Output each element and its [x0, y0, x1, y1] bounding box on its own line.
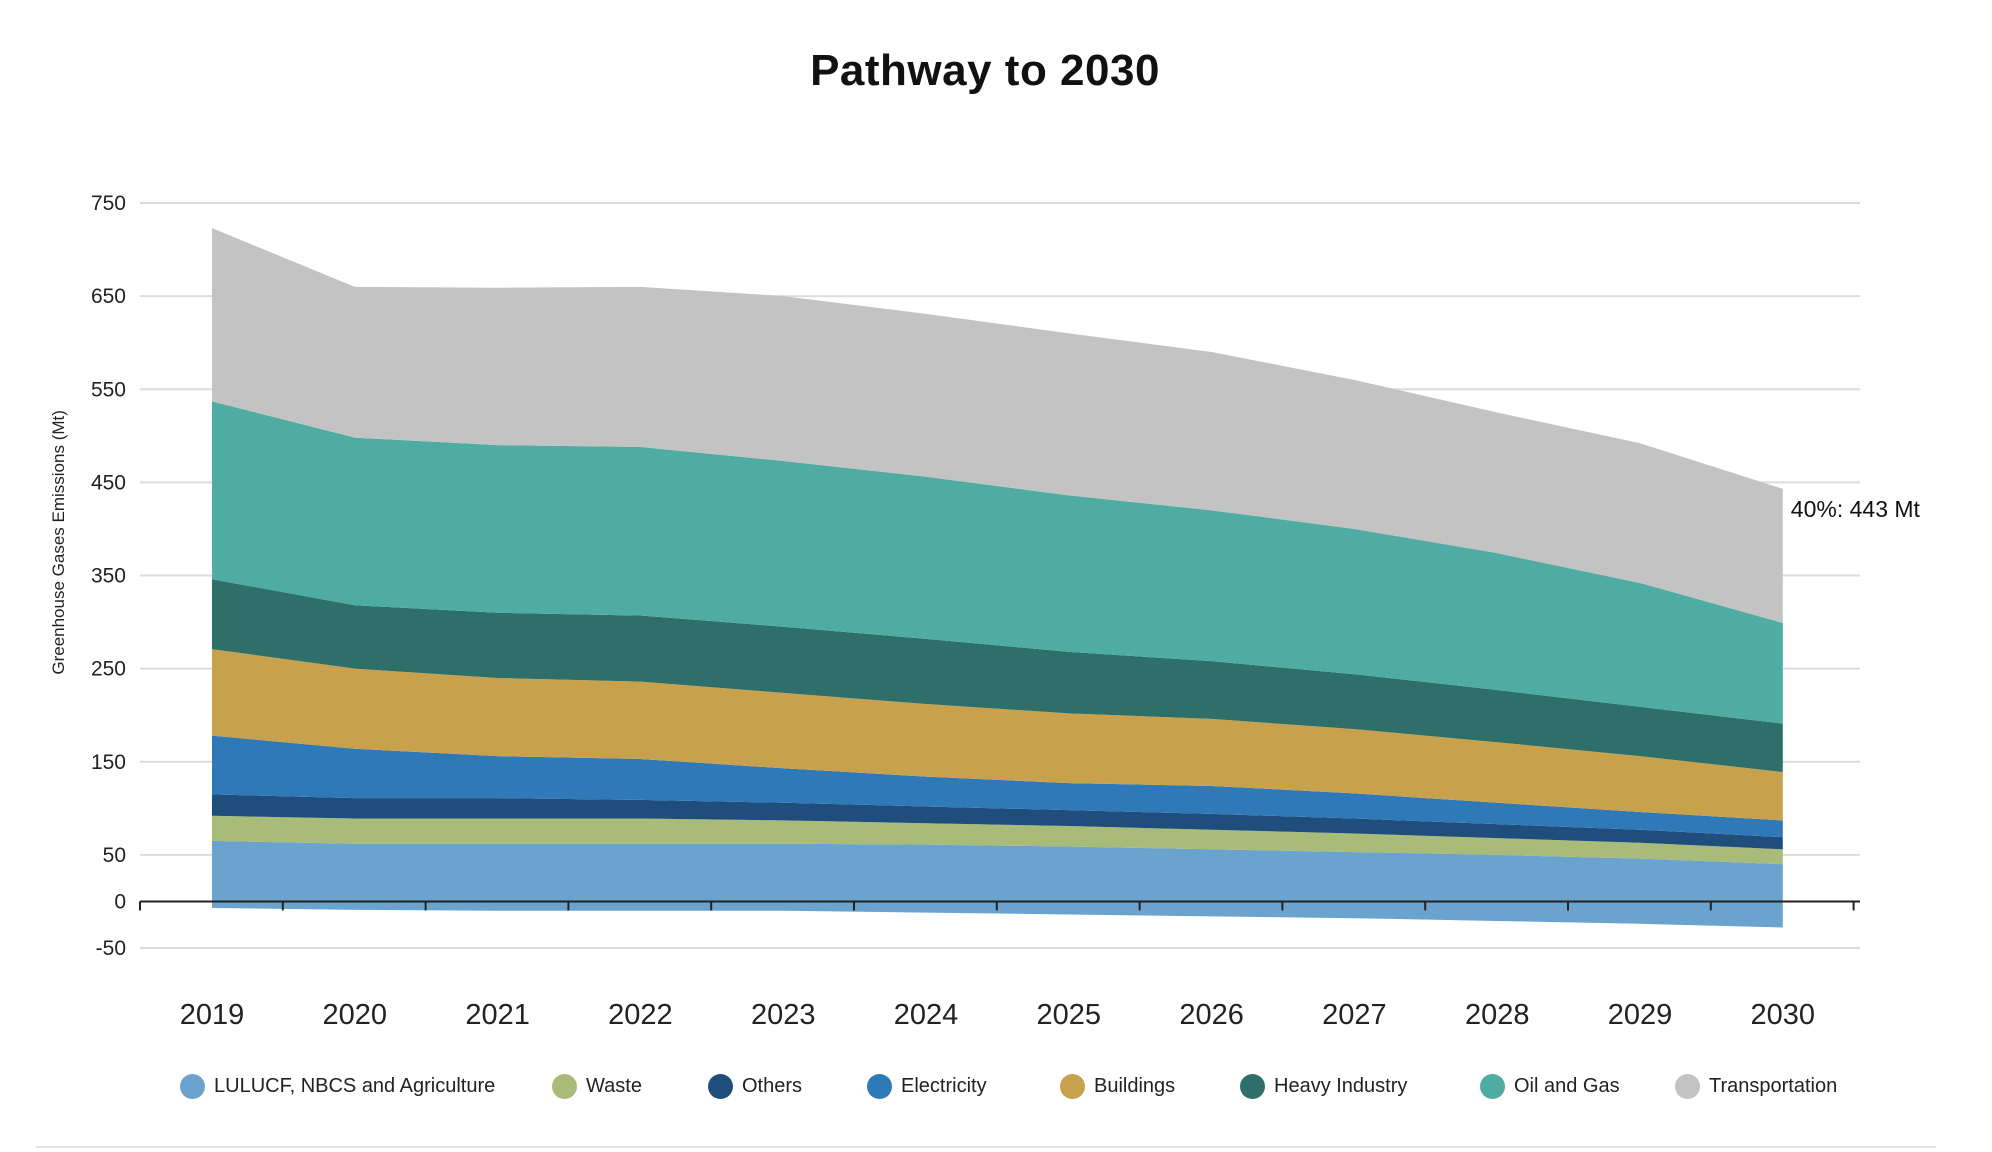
x-tick-label: 2022	[608, 999, 673, 1031]
x-tick-label: 2026	[1179, 999, 1244, 1031]
y-tick-label: 650	[91, 285, 126, 308]
legend-item: Waste	[552, 1074, 642, 1099]
legend-swatch	[1480, 1074, 1505, 1099]
x-tick-label: 2027	[1322, 999, 1387, 1031]
x-tick-label: 2025	[1037, 999, 1102, 1031]
legend-label: Oil and Gas	[1514, 1075, 1620, 1097]
legend-label: Others	[742, 1075, 803, 1097]
y-tick-label: -50	[96, 937, 126, 960]
area-lulucf-nbcs-and-agriculture	[212, 840, 1783, 902]
area-negative-lulucf	[212, 901, 1783, 928]
area-waste	[212, 815, 1783, 865]
legend-item: Transportation	[1675, 1074, 1837, 1099]
legend-label: Transportation	[1709, 1075, 1838, 1097]
chart-legend: LULUCF, NBCS and Agriculture Waste Others E…	[180, 1074, 1840, 1108]
x-tick-label: 2021	[465, 999, 530, 1031]
area-others	[212, 794, 1783, 850]
legend-swatch	[1060, 1074, 1085, 1099]
x-tick-label: 2023	[751, 999, 816, 1031]
legend-item: Heavy Industry	[1240, 1074, 1407, 1099]
legend-label: Buildings	[1094, 1075, 1176, 1097]
area-heavy-industry	[212, 579, 1783, 772]
legend-label: Waste	[586, 1075, 642, 1097]
legend-item: Electricity	[867, 1074, 987, 1099]
area-electricity	[212, 735, 1783, 838]
legend-swatch	[1240, 1074, 1265, 1099]
y-tick-label: 250	[91, 658, 126, 681]
x-tick-label: 2020	[323, 999, 388, 1031]
divider	[36, 1146, 1936, 1148]
y-tick-label: 350	[91, 565, 126, 588]
legend-swatch	[708, 1074, 733, 1099]
legend-item: Others	[708, 1074, 802, 1099]
area-oil-and-gas	[212, 401, 1783, 724]
x-tick-label: 2029	[1608, 999, 1673, 1031]
legend-swatch	[552, 1074, 577, 1099]
legend-item: LULUCF, NBCS and Agriculture	[180, 1074, 495, 1099]
area-transportation	[212, 228, 1783, 623]
x-tick-label: 2024	[894, 999, 959, 1031]
legend-swatch	[180, 1074, 205, 1099]
end-value-annotation: 40%: 443 Mt	[1791, 496, 1921, 522]
y-tick-label: 150	[91, 751, 126, 774]
y-axis-title: Greenhouse Gases Emissions (Mt)	[49, 410, 68, 675]
chart-title: Pathway to 2030	[810, 46, 1160, 95]
y-tick-label: 50	[103, 844, 126, 867]
legend-swatch	[1675, 1074, 1700, 1099]
y-tick-label: 750	[91, 192, 126, 215]
legend-label: Heavy Industry	[1274, 1075, 1408, 1097]
legend-item: Oil and Gas	[1480, 1074, 1620, 1099]
x-tick-label: 2028	[1465, 999, 1530, 1031]
y-tick-label: 450	[91, 471, 126, 494]
legend-swatch	[867, 1074, 892, 1099]
legend-label: LULUCF, NBCS and Agriculture	[214, 1075, 496, 1097]
x-tick-label: 2019	[180, 999, 245, 1031]
legend-item: Buildings	[1060, 1074, 1175, 1099]
legend-label: Electricity	[901, 1075, 987, 1097]
x-tick-label: 2030	[1751, 999, 1816, 1031]
area-buildings	[212, 649, 1783, 821]
y-tick-label: 0	[114, 890, 126, 913]
y-tick-label: 550	[91, 378, 126, 401]
